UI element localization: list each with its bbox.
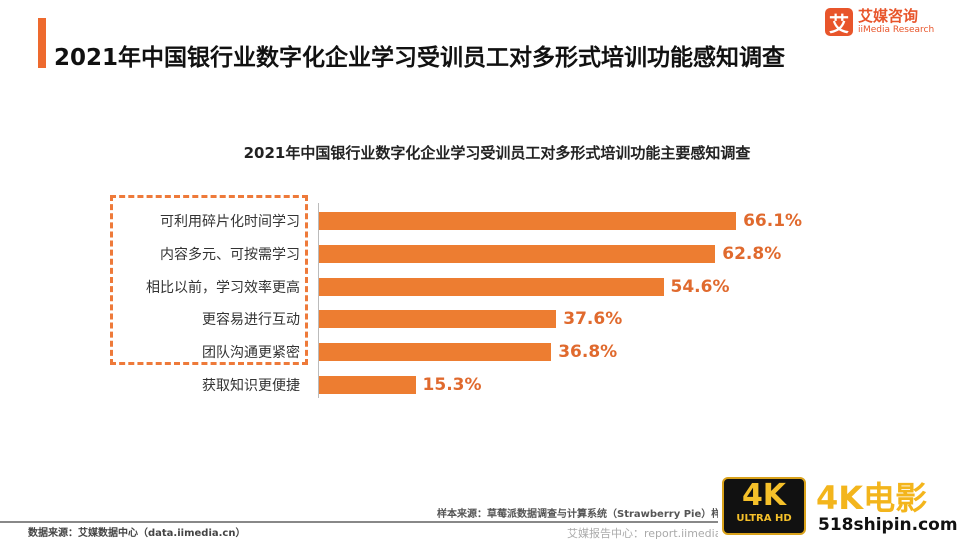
category-label: 更容易进行互动 bbox=[202, 312, 300, 329]
watermark-badge: 4K ULTRA HD bbox=[722, 477, 806, 535]
sample-source: 样本来源：草莓派数据调查与计算系统（Strawberry Pie）样本 bbox=[437, 509, 732, 520]
category-label: 内容多元、可按需学习 bbox=[160, 246, 300, 263]
value-label: 66.1% bbox=[743, 211, 803, 231]
watermark-title: 4K电影 bbox=[816, 479, 928, 517]
bar bbox=[319, 244, 716, 263]
value-label: 37.6% bbox=[563, 309, 623, 330]
logo-icon: 艾 bbox=[825, 8, 853, 36]
logo-en: iiMedia Research bbox=[858, 25, 935, 35]
logo: 艾 艾媒咨询 iiMedia Research bbox=[825, 8, 934, 36]
value-label: 36.8% bbox=[558, 342, 618, 363]
category-label: 相比以前，学习效率更高 bbox=[146, 279, 300, 296]
watermark-uhd: ULTRA HD bbox=[736, 513, 792, 524]
bar bbox=[319, 310, 557, 329]
logo-cn: 艾媒咨询 bbox=[858, 7, 919, 25]
value-label: 62.8% bbox=[722, 243, 782, 264]
watermark-url: 518shipin.com bbox=[818, 515, 958, 535]
category-label: 可利用碎片化时间学习 bbox=[160, 214, 300, 230]
title-accent-bar bbox=[38, 18, 46, 68]
value-label: 15.3% bbox=[422, 375, 482, 395]
bar bbox=[319, 376, 416, 394]
category-label: 获取知识更便捷 bbox=[202, 378, 300, 394]
bar bbox=[319, 343, 552, 362]
watermark-4k: 4K bbox=[741, 478, 787, 513]
watermark: 4K ULTRA HD 4K电影 518shipin.com bbox=[718, 473, 960, 540]
value-label: 54.6% bbox=[670, 276, 730, 297]
bar bbox=[319, 277, 664, 296]
highlight-dashed-box bbox=[110, 195, 308, 365]
report-center: 艾媒报告中心：report.iimedia bbox=[567, 527, 722, 540]
page-title: 2021年中国银行业数字化企业学习受训员工对多形式培训功能感知调查 bbox=[54, 45, 786, 71]
y-axis-line bbox=[318, 203, 319, 398]
category-label: 团队沟通更紧密 bbox=[202, 345, 300, 362]
chart-title: 2021年中国银行业数字化企业学习受训员工对多形式培训功能主要感知调查 bbox=[243, 144, 751, 162]
bar bbox=[319, 212, 737, 230]
footer-divider bbox=[0, 521, 720, 523]
data-source: 数据来源：艾媒数据中心（data.iimedia.cn） bbox=[28, 528, 246, 539]
